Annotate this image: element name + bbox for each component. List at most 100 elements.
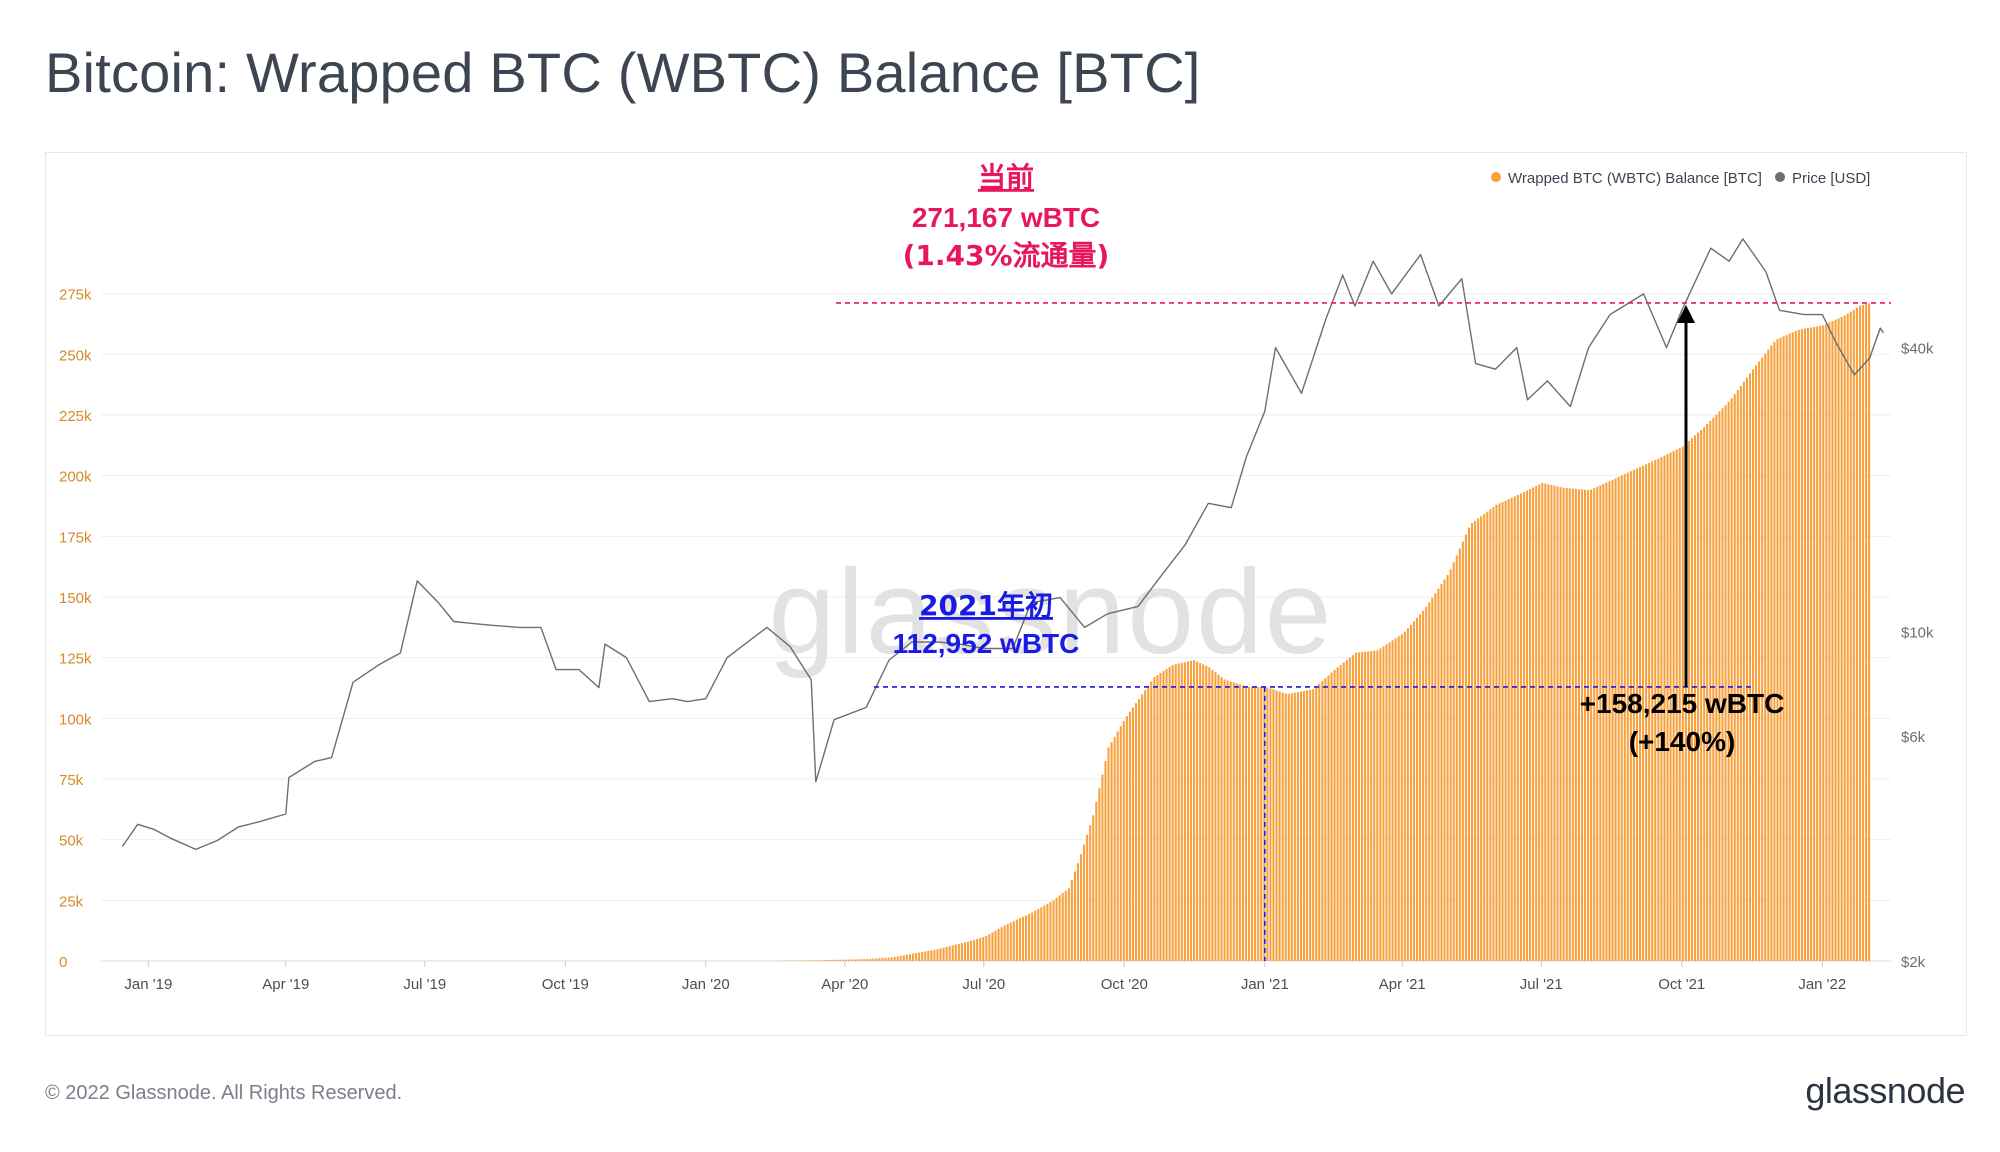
- balance-bar: [1846, 313, 1849, 962]
- balance-bar: [1168, 666, 1171, 961]
- current-annotation-share: (1.43%流通量): [903, 239, 1110, 272]
- balance-bar: [1477, 518, 1480, 961]
- balance-bar: [866, 959, 869, 961]
- copyright-text: © 2022 Glassnode. All Rights Reserved.: [45, 1082, 403, 1104]
- balance-bar: [1635, 468, 1638, 961]
- balance-bar: [1162, 671, 1165, 961]
- balance-bar: [1220, 677, 1223, 961]
- current-annotation-value: 271,167 wBTC: [912, 202, 1100, 233]
- glassnode-logo[interactable]: glassnode: [1805, 1070, 1965, 1111]
- legend-dot-price: [1775, 172, 1785, 182]
- balance-bar: [1755, 365, 1758, 961]
- balance-bar: [1681, 446, 1684, 962]
- growth-arrow-head: [1677, 304, 1695, 323]
- balance-bar: [1144, 690, 1147, 961]
- balance-bar: [957, 943, 960, 961]
- balance-bar: [1128, 711, 1131, 961]
- balance-bar: [1541, 482, 1544, 961]
- balance-bar: [997, 928, 1000, 961]
- balance-bar: [1034, 910, 1037, 961]
- balance-bar: [1083, 844, 1086, 961]
- balance-bar: [1357, 652, 1361, 961]
- balance-bar: [890, 957, 893, 961]
- balance-bar: [1483, 513, 1486, 961]
- x-tick-label: Jan '21: [1241, 976, 1289, 993]
- balance-bar: [853, 959, 857, 961]
- balance-bar: [1186, 661, 1189, 961]
- balance-bar: [1180, 662, 1183, 961]
- balance-bar: [1703, 427, 1706, 962]
- legend-dot-balance: [1491, 172, 1501, 182]
- chart-frame: 0 25k 50k 75k 100k 125k 150k 175k 200k 225k 250k 27…: [45, 152, 1967, 1036]
- balance-bar: [1742, 381, 1745, 962]
- balance-bar: [1648, 462, 1651, 961]
- balance-bar: [1412, 621, 1416, 961]
- balance-bar: [1272, 689, 1275, 961]
- balance-bar: [966, 941, 970, 961]
- balance-bar: [1073, 871, 1076, 961]
- balance-bar: [1623, 474, 1626, 961]
- balance-bar: [1452, 562, 1455, 961]
- balance-bar: [1654, 460, 1657, 961]
- balance-bar: [1449, 569, 1452, 961]
- balance-bar: [1819, 325, 1822, 961]
- y-right-tick-label: $2k: [1901, 954, 1926, 971]
- balance-bar: [1651, 461, 1654, 961]
- balance-bar: [1086, 834, 1089, 961]
- balance-bar: [1131, 707, 1134, 961]
- balance-bar: [1193, 660, 1196, 961]
- balance-bar: [1376, 650, 1379, 961]
- x-tick-label: Apr '20: [821, 976, 868, 993]
- balance-bar: [1189, 660, 1193, 961]
- balance-bar: [945, 946, 948, 961]
- balance-bar: [1330, 672, 1333, 961]
- balance-bar: [1602, 483, 1605, 961]
- balance-bar: [835, 959, 838, 961]
- balance-bar: [872, 958, 875, 961]
- balance-bar: [808, 960, 811, 961]
- balance-bar: [1764, 353, 1767, 961]
- balance-bar: [930, 950, 933, 961]
- x-tick-label: Jul '19: [403, 976, 446, 993]
- balance-bar: [1446, 575, 1449, 961]
- balance-bar: [1736, 390, 1739, 961]
- y-left-tick-label: 275k: [59, 287, 92, 304]
- balance-bar: [1474, 520, 1477, 961]
- balance-bar: [1434, 593, 1437, 961]
- balance-bar: [1101, 774, 1104, 961]
- balance-bar: [1278, 691, 1281, 961]
- balance-bar: [1104, 761, 1107, 961]
- y-left-tick-label: 200k: [59, 469, 92, 486]
- balance-bar: [902, 955, 905, 961]
- balance-bar: [1431, 597, 1434, 961]
- balance-bar: [1021, 916, 1025, 961]
- balance-bar: [1156, 675, 1159, 961]
- balance-bar: [1834, 319, 1837, 961]
- balance-bar: [1800, 329, 1803, 961]
- balance-bar: [1577, 489, 1580, 961]
- balance-bar: [1257, 686, 1260, 961]
- y-left-tick-label: 0: [59, 954, 67, 971]
- balance-bar: [1367, 651, 1370, 961]
- balance-bar: [1788, 333, 1791, 961]
- balance-bar: [948, 946, 951, 961]
- balance-bar: [1290, 693, 1293, 961]
- balance-bar: [1693, 435, 1697, 961]
- balance-bar: [1400, 634, 1403, 961]
- balance-bar: [884, 957, 887, 961]
- y-left-tick-label: 175k: [59, 529, 92, 546]
- balance-bar: [1565, 488, 1568, 961]
- balance-bar: [1327, 675, 1330, 961]
- balance-bar: [1043, 905, 1046, 961]
- balance-bar: [1752, 369, 1755, 961]
- balance-bar: [1584, 489, 1587, 961]
- balance-bar: [1593, 488, 1596, 961]
- balance-bar: [1122, 720, 1125, 961]
- balance-bar: [875, 958, 878, 961]
- balance-bar: [1849, 311, 1852, 961]
- balance-bar: [1773, 341, 1776, 961]
- y-left-tick-label: 100k: [59, 711, 92, 728]
- balance-bar: [1391, 640, 1394, 961]
- balance-bar: [1706, 423, 1709, 962]
- balance-bar: [1571, 488, 1574, 961]
